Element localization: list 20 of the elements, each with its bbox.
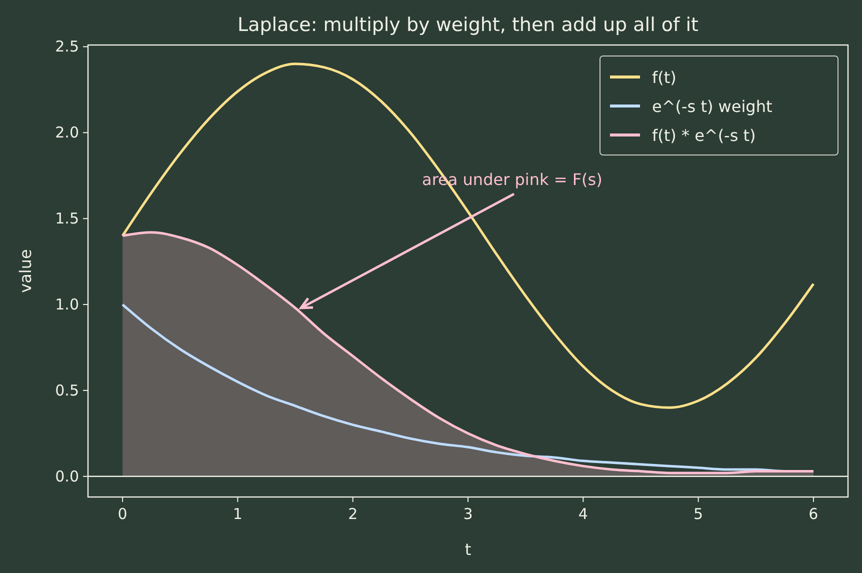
x-tick-label: 0 — [118, 505, 128, 523]
y-tick-label: 1.5 — [55, 210, 79, 228]
y-tick-label: 0.0 — [55, 467, 79, 486]
legend-label: e^(-s t) weight — [652, 97, 772, 116]
line-series — [121, 62, 815, 409]
y-tick-label: 2.5 — [55, 38, 79, 56]
y-axis-title: value — [16, 249, 35, 293]
x-tick-label: 6 — [808, 505, 818, 523]
y-tick-label: 0.5 — [55, 381, 79, 400]
legend-label: f(t) * e^(-s t) — [652, 126, 756, 145]
y-tick-label: 1.0 — [55, 296, 79, 314]
x-axis-title: t — [464, 540, 472, 559]
x-tick-label: 1 — [232, 505, 242, 523]
y-tick-label: 2.0 — [55, 124, 79, 142]
x-tick-label: 4 — [578, 505, 588, 523]
x-tick-label: 3 — [463, 505, 473, 523]
chart-title: Laplace: multiply by weight, then add up all of it — [238, 14, 698, 36]
legend-label: f(t) — [652, 68, 676, 87]
x-tick-label: 2 — [348, 505, 358, 523]
x-tick-label: 5 — [694, 505, 704, 523]
